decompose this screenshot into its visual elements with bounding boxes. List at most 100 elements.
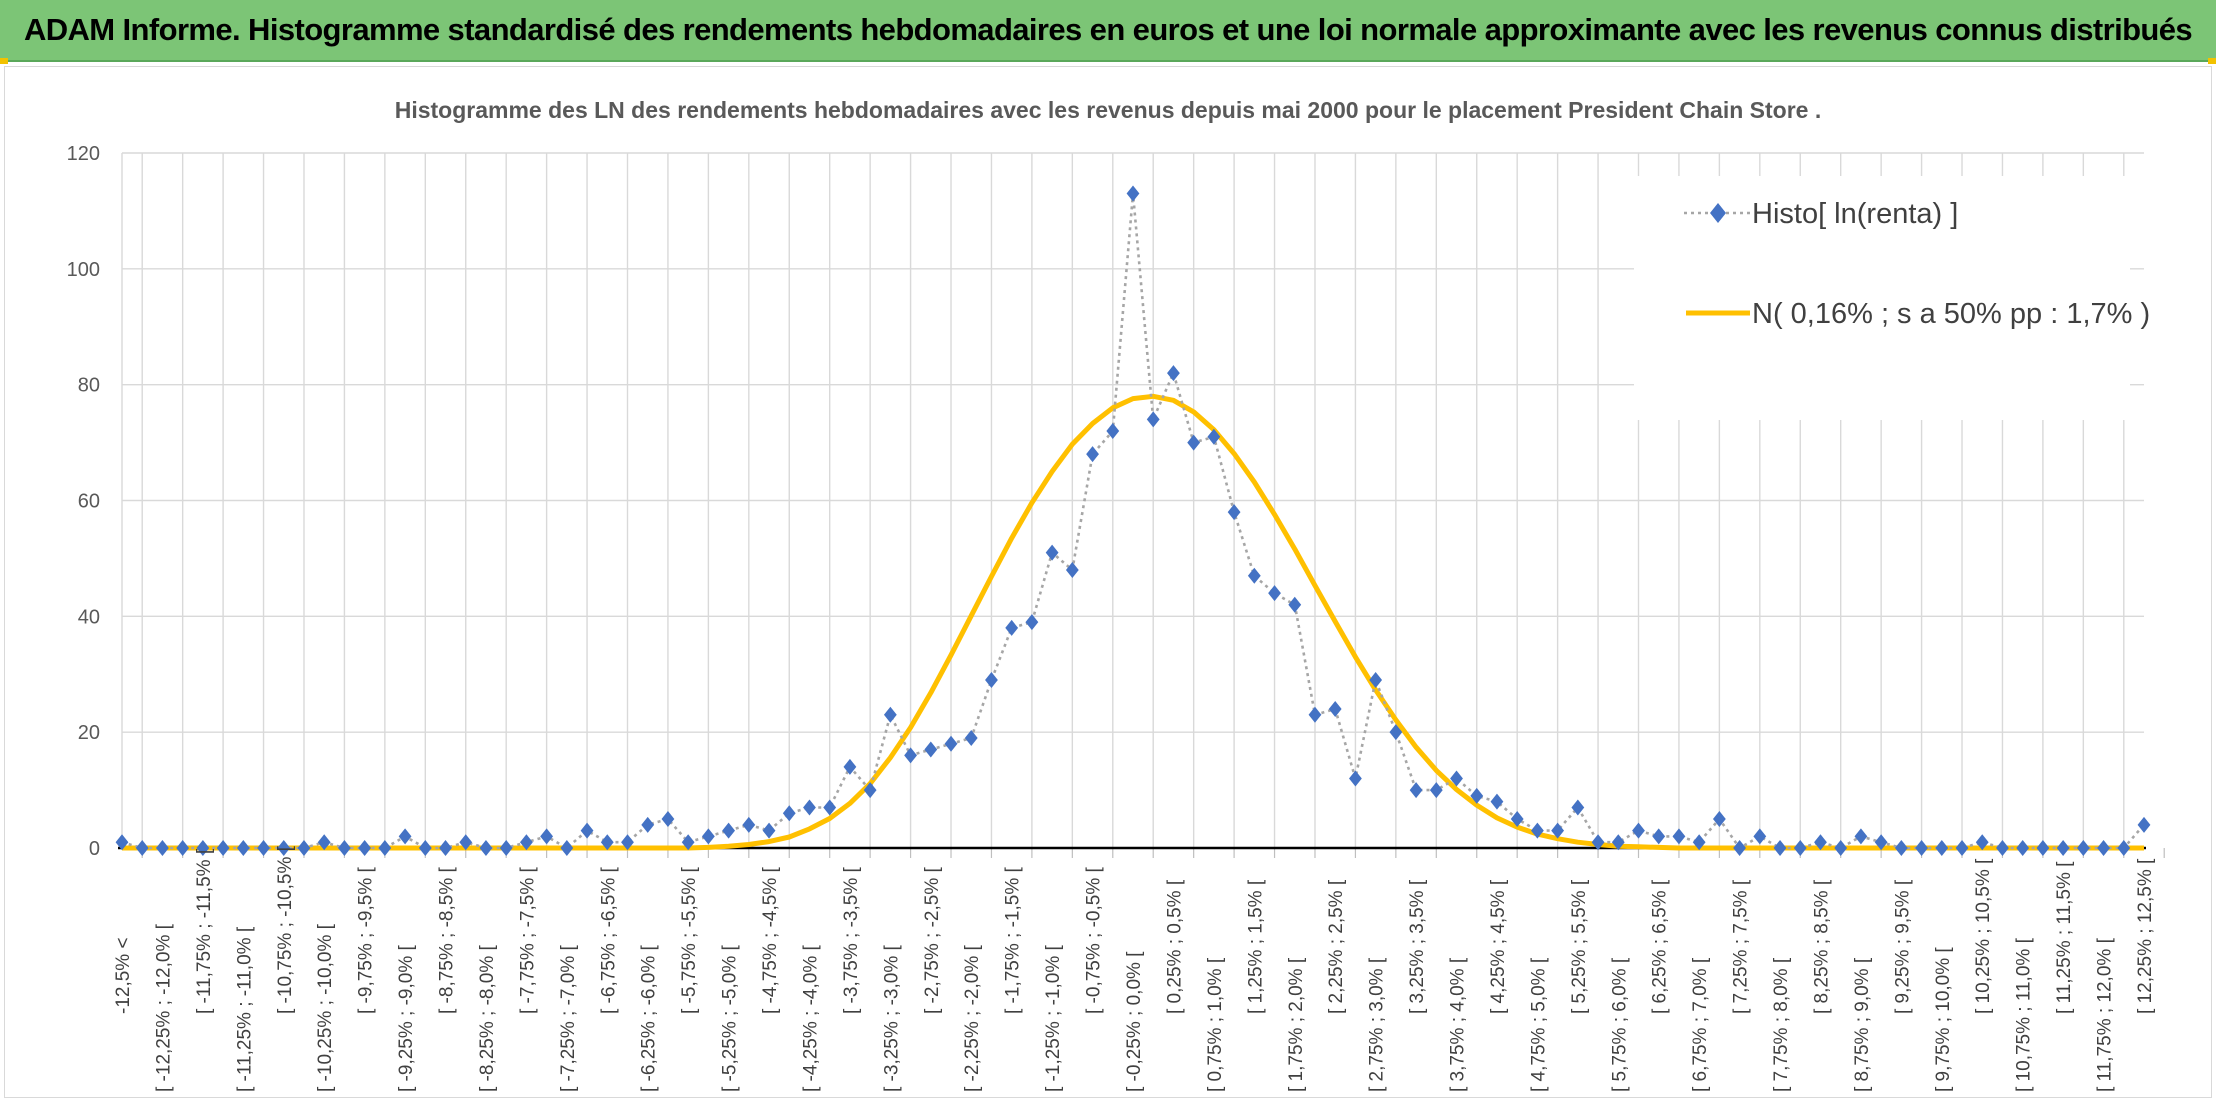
histo-point (2117, 840, 2131, 856)
x-tick-label: [ -0,25% ; 0,0% [ (1124, 951, 1145, 1092)
histo-point (1065, 562, 1079, 578)
histo-point (944, 735, 958, 752)
x-tick-label: [ -7,25% ; -7,0% [ (558, 944, 579, 1092)
histo-point (2076, 840, 2090, 856)
x-tick-label: -12,5% < (113, 937, 134, 1014)
x-tick-label: [ -9,25% ; -9,0% [ (396, 944, 417, 1092)
histo-point (1571, 799, 1585, 816)
histo-point (378, 840, 392, 856)
x-tick-label: [ 4,75% ; 5,0% [ (1528, 957, 1549, 1092)
histo-point (1551, 822, 1565, 839)
histo-point (1389, 724, 1403, 741)
histo-point (216, 840, 230, 856)
histo-point (661, 811, 675, 828)
histo-point (398, 828, 412, 845)
histo-point (418, 840, 432, 856)
x-tick-label: [ -4,25% ; -4,0% [ (800, 944, 821, 1092)
report-banner: ADAM Informe. Histogramme standardisé de… (0, 0, 2216, 62)
legend-diamond-icon (1710, 203, 1726, 223)
x-tick-label: [ 7,25% ; 7,5% [ (1731, 879, 1752, 1014)
histo-point (1733, 840, 1746, 856)
histo-point (904, 747, 917, 764)
x-tick-label: [ -10,75% ; -10,5% [ (275, 845, 296, 1014)
histo-point (479, 840, 493, 856)
x-tick-label: [ 6,25% ; 6,5% [ (1650, 879, 1671, 1014)
x-tick-label: [ -5,75% ; -5,5% [ (679, 866, 700, 1014)
corner-accent-left (0, 58, 8, 64)
histo-point (1814, 834, 1827, 851)
histo-point (196, 840, 210, 856)
histo-point (1854, 828, 1868, 845)
histo-point (782, 805, 796, 822)
x-tick-label: [ 1,25% ; 1,5% [ (1245, 879, 1266, 1014)
x-tick-label: [ 9,75% ; 10,0% [ (1933, 947, 1954, 1092)
histo-point (1045, 544, 1059, 561)
histo-point (459, 834, 473, 851)
histo-point (843, 758, 857, 775)
histo-point (1268, 585, 1281, 602)
histo-point (1227, 504, 1241, 521)
histo-point (2036, 840, 2050, 856)
histo-point (1247, 567, 1261, 584)
x-tick-label: [ 1,75% ; 2,0% [ (1286, 957, 1307, 1092)
report-title: ADAM Informe. Histogramme standardisé de… (23, 12, 2193, 47)
x-tick-label: [ 5,25% ; 5,5% [ (1569, 879, 1590, 1014)
histo-point (924, 741, 938, 758)
histo-point (1126, 185, 1140, 202)
x-tick-label: [ -0,75% ; -0,5% [ (1084, 866, 1105, 1014)
histo-point (1349, 770, 1362, 787)
legend-label-normal: N( 0,16% ; s a 50% pp : 1,7% ) (1752, 298, 2150, 330)
histo-point (883, 706, 897, 723)
x-tick-label: [ 10,75% ; 11,0% [ (2014, 937, 2035, 1092)
histo-point (1025, 614, 1039, 631)
x-tick-label: [ -5,25% ; -5,0% [ (720, 944, 741, 1092)
histo-point (540, 828, 554, 845)
x-tick-label: [ -1,75% ; -1,5% [ (1003, 866, 1024, 1014)
histo-point (135, 840, 149, 856)
normal-curve-line (122, 393, 2144, 851)
histo-point (1632, 822, 1645, 839)
legend-label-histo: Histo[ ln(renta) ] (1752, 198, 1958, 230)
histo-point (1146, 411, 1160, 428)
histo-point (964, 729, 978, 746)
y-tick-label: 0 (89, 838, 100, 860)
x-tick-label: [ 2,25% ; 2,5% [ (1326, 879, 1347, 1014)
y-tick-label: 120 (67, 143, 100, 165)
x-tick-label: [ -3,75% ; -3,5% [ (841, 866, 862, 1014)
histogram-chart: Histogramme des LN des rendements hebdom… (67, 97, 2165, 1092)
histo-point (1369, 672, 1383, 689)
histo-point (1531, 822, 1544, 839)
x-tick-label: [ -11,75% ; -11,5% [ (194, 848, 215, 1014)
x-tick-label: [ -2,75% ; -2,5% [ (922, 866, 943, 1014)
histo-point (1510, 811, 1524, 828)
corner-accent-right (2208, 58, 2216, 64)
histo-point (1207, 428, 1221, 445)
histo-point (520, 834, 533, 851)
y-tick-label: 60 (78, 491, 100, 513)
x-tick-label: [ 3,75% ; 4,0% [ (1448, 957, 1469, 1092)
histo-point (701, 828, 715, 845)
histo-point (439, 840, 452, 856)
x-tick-label: [ -2,25% ; -2,0% [ (962, 944, 983, 1092)
histo-point (1470, 787, 1484, 804)
histo-point (2056, 840, 2070, 856)
x-tick-label: [ 3,25% ; 3,5% [ (1407, 879, 1428, 1014)
histo-point (742, 816, 756, 833)
histo-point (985, 672, 998, 689)
histo-point (823, 799, 837, 816)
histo-point (762, 822, 776, 839)
x-tick-label: [ 10,25% ; 10,5% [ (1973, 858, 1994, 1014)
histo-point (1652, 828, 1666, 845)
x-tick-label: [ 8,75% ; 9,0% [ (1852, 957, 1873, 1092)
histo-point (1915, 840, 1928, 856)
histo-point (1450, 770, 1463, 787)
histo-point (1187, 434, 1201, 451)
histo-point (115, 834, 129, 851)
histo-point (641, 816, 655, 833)
histo-point (176, 840, 190, 856)
x-tick-label: [ 9,25% ; 9,5% [ (1892, 879, 1913, 1014)
x-tick-label: [ -8,25% ; -8,0% [ (477, 944, 498, 1092)
y-tick-label: 20 (78, 722, 100, 744)
histo-point (1712, 811, 1726, 828)
histo-point (1106, 423, 1120, 439)
